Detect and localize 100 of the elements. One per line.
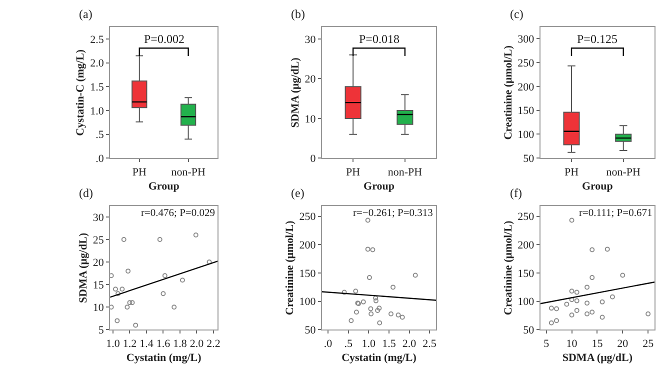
y-tick-label: .0 <box>96 152 104 165</box>
x-tick-label: PH <box>346 166 360 178</box>
y-axis-title: SDMA (μg/dL) <box>289 57 302 128</box>
y-tick-label: 30 <box>304 34 316 46</box>
point <box>604 246 610 252</box>
point <box>366 275 372 280</box>
point <box>353 288 358 294</box>
y-axis-title: SDMA (μg/dL) <box>78 232 90 303</box>
x-tick-label: 1.0 <box>362 338 376 350</box>
y-tick-label: 2.5 <box>90 34 104 46</box>
x-axis-title: Cystatin (mg/L) <box>126 352 202 364</box>
text: (e) <box>291 186 304 200</box>
point <box>110 304 114 310</box>
x-tick-label: 5 <box>544 338 550 350</box>
point <box>569 297 574 302</box>
annotation: P=0.125 <box>577 32 618 46</box>
x-tick-label: .0 <box>324 338 333 350</box>
point <box>574 298 580 304</box>
y-tick-label: 2.0 <box>90 58 104 70</box>
x-tick-label: 15 <box>592 338 604 350</box>
point <box>130 300 135 306</box>
x-tick-label: PH <box>132 166 146 178</box>
x-tick-label: non-PH <box>388 166 422 178</box>
annotation: r=−0.261; P=0.313 <box>353 208 433 219</box>
y-tick-label: 200 <box>518 240 535 252</box>
y-tick-label: 50 <box>523 324 535 337</box>
x-tick-label: 1.5 <box>382 338 396 350</box>
x-tick-label: 2.0 <box>402 338 417 350</box>
point <box>377 320 382 326</box>
point <box>548 320 554 326</box>
y-tick-label: 20 <box>92 256 104 269</box>
y-tick-label: 15 <box>92 279 104 292</box>
point <box>584 311 590 316</box>
y-tick-label: .5 <box>96 129 104 142</box>
text: (b) <box>291 7 305 21</box>
point <box>365 246 370 252</box>
x-tick-label: 1.6 <box>156 338 171 350</box>
y-tick-label: 200 <box>518 81 535 94</box>
y-tick-label: 150 <box>518 268 535 280</box>
point <box>584 284 590 290</box>
point <box>368 311 374 316</box>
y-tick-label: 1.0 <box>90 105 104 118</box>
point <box>569 218 574 223</box>
point <box>172 304 177 310</box>
point <box>390 284 396 290</box>
x-axis-title: Group <box>148 180 180 193</box>
point <box>160 291 166 296</box>
x-tick-label: non-PH <box>171 166 206 178</box>
point <box>584 300 590 306</box>
point <box>162 273 168 278</box>
y-tick-label: 5 <box>98 324 104 337</box>
y-axis-title: Cystatin-C (mg/L) <box>74 49 87 136</box>
point <box>574 290 580 295</box>
x-tick-label: 25 <box>642 338 654 350</box>
annotation: r=0.476; P=0.029 <box>141 208 215 219</box>
point <box>610 294 615 300</box>
point <box>600 314 605 320</box>
x-tick-label: 10 <box>566 338 578 350</box>
y-tick-label: 50 <box>523 152 535 165</box>
y-tick-label: 10 <box>92 302 104 314</box>
point <box>569 312 574 318</box>
point <box>569 288 574 294</box>
y-tick-label: 150 <box>518 105 535 118</box>
point <box>388 311 394 316</box>
y-tick-label: 10 <box>304 113 316 126</box>
y-tick-label: 200 <box>299 240 316 252</box>
point <box>124 304 130 310</box>
text: (f) <box>510 186 522 200</box>
point <box>114 318 120 324</box>
point <box>564 302 570 307</box>
text: (d) <box>79 186 93 200</box>
y-tick-label: 100 <box>518 296 535 308</box>
point <box>354 310 359 315</box>
point <box>348 318 354 324</box>
point <box>180 278 185 283</box>
x-tick-label: 2.0 <box>190 338 204 350</box>
y-tick-label: 25 <box>92 234 104 246</box>
point <box>110 273 114 278</box>
point <box>554 306 560 312</box>
x-axis-title: SDMA (μg/dL) <box>562 352 633 364</box>
point <box>113 286 118 292</box>
point <box>193 232 198 238</box>
point <box>376 306 382 311</box>
point <box>548 306 554 311</box>
x-axis-title: Group <box>364 180 394 193</box>
y-tick-label: 250 <box>518 57 535 70</box>
y-tick-label: 150 <box>299 268 316 280</box>
annotation: r=0.111; P=0.671 <box>579 208 652 219</box>
point <box>126 268 131 274</box>
x-tick-label: 2.2 <box>206 338 220 350</box>
y-axis-title: Creatinine (μmol/L) <box>502 45 514 140</box>
y-tick-label: 20 <box>304 74 316 86</box>
y-tick-label: 100 <box>299 296 316 308</box>
text: (c) <box>510 7 524 21</box>
x-tick-label: 20 <box>617 338 629 350</box>
y-axis-title: Creatinine (μmol/L) <box>284 220 296 316</box>
x-tick-label: 1.2 <box>122 338 137 350</box>
point <box>396 312 401 318</box>
point <box>590 275 595 280</box>
point <box>600 299 605 304</box>
